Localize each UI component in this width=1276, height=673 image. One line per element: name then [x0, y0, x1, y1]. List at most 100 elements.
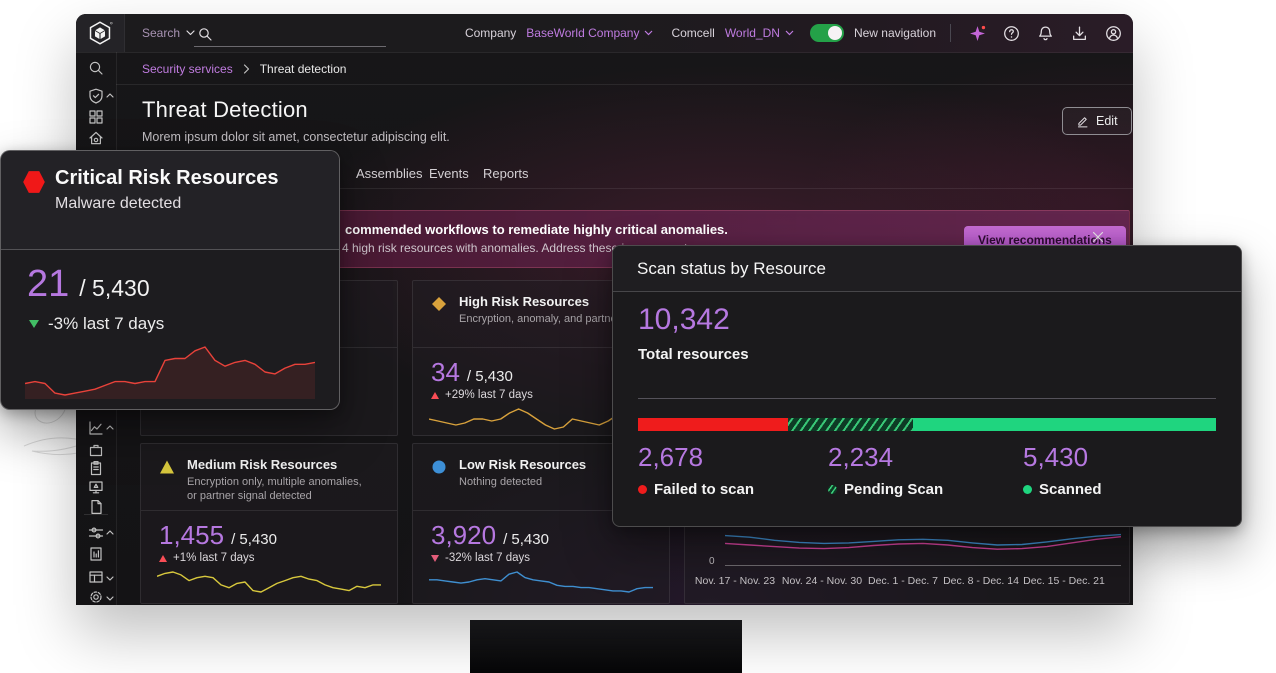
sidebar-document-icon[interactable]	[88, 499, 104, 515]
tab-events[interactable]: Events	[429, 166, 469, 181]
breadcrumb-link-security-services[interactable]: Security services	[142, 62, 233, 76]
chevron-down-icon	[106, 596, 114, 601]
new-navigation-label: New navigation	[853, 26, 936, 40]
tab-reports[interactable]: Reports	[483, 166, 529, 181]
window-reflection	[470, 620, 742, 673]
sidebar-section-divider	[84, 514, 108, 515]
sidebar-clipboard-icon[interactable]	[88, 460, 104, 476]
card-title: Low Risk Resources	[459, 457, 587, 472]
sidebar-settings-gear-icon[interactable]	[88, 589, 104, 605]
card-delta: -32% last 7 days	[431, 552, 530, 564]
breadcrumb: Security services Threat detection	[142, 62, 346, 76]
page-subtitle: Morem ipsum dolor sit amet, consectetur …	[142, 130, 450, 144]
search-scope-label: Search	[142, 26, 181, 40]
top-navigation-bar: Search Company BaseWorld Company Comcell…	[76, 14, 1133, 53]
sidebar-report-icon[interactable]	[88, 546, 104, 562]
global-search-input[interactable]	[194, 22, 386, 47]
chevron-down-icon	[186, 30, 195, 36]
topbar-right-cluster: Company BaseWorld Company Comcell World_…	[465, 14, 1125, 52]
help-icon[interactable]	[999, 21, 1023, 45]
sidebar-secure-home-icon[interactable]	[88, 130, 104, 146]
tabs-divider	[116, 188, 1133, 189]
total-resources-label: Total resources	[638, 346, 749, 363]
scanned-dot-icon	[1023, 485, 1032, 494]
card-value: 3,920	[431, 520, 497, 550]
new-navigation-toggle[interactable]	[809, 24, 844, 42]
company-label: Company	[464, 26, 517, 40]
user-avatar-icon[interactable]	[1101, 21, 1125, 45]
account-label: Comcell	[671, 26, 715, 40]
card-value-row: 34 / 5,430	[431, 357, 513, 388]
chevron-up-icon	[106, 425, 114, 430]
account-dropdown[interactable]: World_DN	[725, 26, 794, 40]
pencil-edit-icon	[1077, 116, 1088, 127]
x-axis-label: Nov. 24 - Nov. 30	[781, 575, 863, 587]
banner-close-icon[interactable]	[1087, 227, 1109, 249]
popup-value: 21	[27, 263, 70, 305]
notifications-bell-icon[interactable]	[1033, 21, 1057, 45]
sidebar-apps-grid-icon[interactable]	[88, 109, 104, 125]
bar-segment-pending	[787, 418, 913, 431]
card-value-row: 1,455 / 5,430	[159, 520, 277, 551]
x-axis-label: Dec. 8 - Dec. 14	[943, 575, 1019, 587]
trend-up-icon	[431, 391, 439, 399]
critical-risk-sparkline	[25, 346, 315, 399]
ai-sparkle-icon[interactable]	[965, 21, 989, 45]
app-logo[interactable]	[76, 14, 125, 52]
failed-value: 2,678	[638, 442, 704, 472]
total-resources-value: 10,342	[638, 303, 730, 336]
company-dropdown[interactable]: BaseWorld Company	[526, 26, 653, 40]
card-value-row: 3,920 / 5,430	[431, 520, 549, 551]
sidebar-search-icon[interactable]	[88, 60, 104, 76]
sidebar-analytics-icon[interactable]	[88, 420, 104, 436]
resources-trend-chart	[725, 533, 1121, 550]
edit-button[interactable]: Edit	[1062, 107, 1132, 135]
trend-down-icon	[431, 554, 439, 562]
low-risk-circle-icon	[432, 460, 446, 474]
card-subtitle: Nothing detected	[459, 476, 543, 488]
sidebar-monitor-alert-icon[interactable]	[88, 479, 104, 495]
topbar-divider	[950, 24, 951, 42]
popup-denominator: / 5,430	[79, 275, 150, 301]
popup-title: Scan status by Resource	[637, 259, 826, 278]
medium-risk-sparkline	[157, 571, 381, 593]
toggle-knob	[827, 26, 842, 40]
popup-subtitle: Malware detected	[55, 195, 182, 212]
breadcrumb-chevron-icon	[243, 64, 249, 74]
x-axis-line	[725, 565, 1121, 566]
chevron-down-icon	[785, 30, 794, 36]
pending-label: Pending Scan	[844, 481, 944, 498]
trend-down-icon	[29, 320, 39, 328]
high-risk-diamond-icon	[432, 297, 446, 311]
x-axis-label: Dec. 1 - Dec. 7	[867, 575, 939, 587]
download-icon[interactable]	[1067, 21, 1091, 45]
pending-stat: 2,234 Pending Scan	[828, 442, 943, 498]
search-scope-dropdown[interactable]: Search	[142, 26, 195, 40]
sidebar-security-shield-icon[interactable]	[88, 88, 104, 104]
sidebar-filters-icon[interactable]	[88, 525, 104, 541]
card-title: High Risk Resources	[459, 294, 590, 309]
trend-up-icon	[159, 554, 167, 562]
popup-header: Critical Risk Resources Malware detected	[1, 151, 339, 250]
page-title: Threat Detection	[142, 97, 308, 122]
failed-stat: 2,678 Failed to scan	[638, 442, 754, 498]
failed-dot-icon	[638, 485, 647, 494]
banner-headline: commended workflows to remediate highly …	[345, 222, 728, 237]
chevron-down-icon	[645, 30, 653, 36]
tab-assemblies[interactable]: Assemblies	[356, 166, 423, 181]
bar-segment-scanned	[912, 418, 1216, 431]
medium-risk-card: Medium Risk Resources Encryption only, m…	[140, 443, 398, 604]
sidebar-table-icon[interactable]	[88, 569, 104, 585]
scanned-label: Scanned	[1039, 481, 1102, 498]
chevron-up-icon	[106, 93, 114, 98]
sidebar-portfolio-icon[interactable]	[88, 442, 104, 458]
x-axis-label: Nov. 17 - Nov. 23	[694, 575, 776, 587]
y-axis-zero-label: 0	[709, 556, 715, 567]
medium-risk-triangle-icon	[160, 460, 174, 474]
card-subtitle: Encryption, anomaly, and partner signal …	[459, 313, 662, 325]
scanned-stat: 5,430 Scanned	[1023, 442, 1102, 498]
card-value: 34	[431, 357, 460, 387]
card-denominator: / 5,430	[503, 531, 549, 548]
popup-title: Critical Risk Resources	[55, 167, 279, 189]
